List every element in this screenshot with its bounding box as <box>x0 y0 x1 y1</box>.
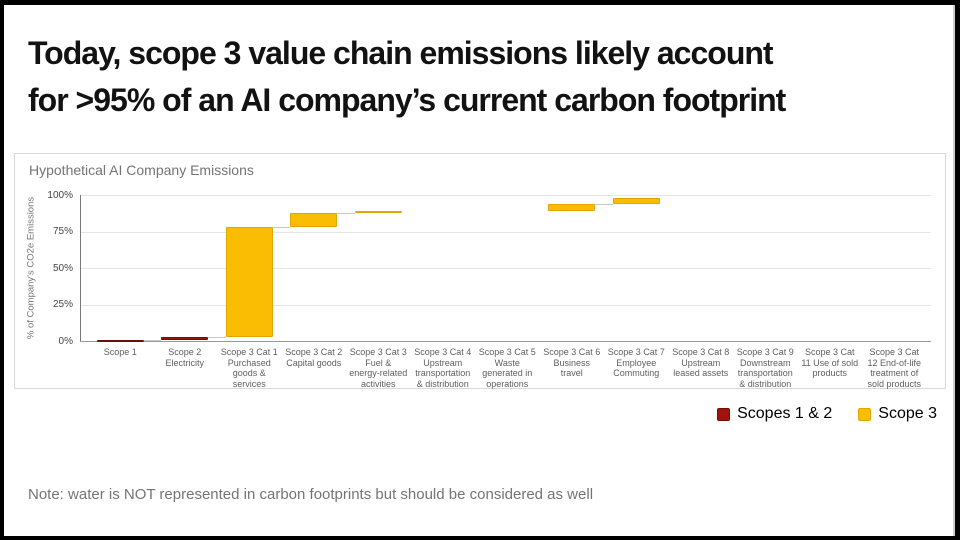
gridline <box>80 231 931 233</box>
waterfall-connector <box>143 339 162 341</box>
waterfall-connector <box>337 213 355 215</box>
y-tick-label: 50% <box>52 262 73 274</box>
waterfall-bar-1 <box>96 339 144 342</box>
x-axis-label: Scope 2 Electricity <box>165 347 204 368</box>
waterfall-connector <box>595 204 613 206</box>
y-axis-title: % of Company's CO2e Emissions <box>25 196 37 340</box>
legend-item-scope-3: Scope 3 <box>858 405 937 423</box>
slide-title-line-1: Today, scope 3 value chain emissions lik… <box>28 35 774 71</box>
x-axis-label: Scope 3 Cat 7 Employee Commuting <box>607 347 665 378</box>
waterfall-bar-2 <box>161 336 209 340</box>
gridline <box>80 195 931 196</box>
gridline <box>80 304 931 306</box>
x-axis-baseline <box>80 341 931 342</box>
slide-title-line-2: for >95% of an AI company’s current carb… <box>28 82 786 118</box>
chart-legend: Scopes 1 & 2 Scope 3 <box>717 405 937 423</box>
x-axis-label: Scope 3 Cat 1 Purchased goods & services <box>220 347 278 389</box>
x-axis-label: Scope 3 Cat 5 Waste generated in operati… <box>478 347 536 389</box>
waterfall-bar-4 <box>290 213 338 228</box>
waterfall-connector <box>272 227 291 229</box>
footnote: Note: water is NOT represented in carbon… <box>28 486 594 503</box>
waterfall-connector <box>208 336 226 338</box>
x-axis-label: Scope 3 Cat 2 Capital goods <box>285 347 343 368</box>
x-axis-label: Scope 3 Cat 12 End-of-life treatment of … <box>867 347 922 389</box>
x-axis-label: Scope 3 Cat 4 Upstream transportation & … <box>414 347 472 389</box>
x-axis-label: Scope 3 Cat 6 Business travel <box>543 347 601 378</box>
slide: Today, scope 3 value chain emissions lik… <box>4 5 955 536</box>
legend-label: Scope 3 <box>878 405 937 422</box>
slide-title: Today, scope 3 value chain emissions lik… <box>28 30 928 124</box>
gridline <box>80 268 931 269</box>
legend-item-scopes-1-2: Scopes 1 & 2 <box>717 405 832 423</box>
waterfall-bar-9 <box>612 197 660 205</box>
chart-title: Hypothetical AI Company Emissions <box>29 162 254 178</box>
x-axis-label: Scope 3 Cat 8 Upstream leased assets <box>672 347 730 378</box>
waterfall-bar-3 <box>225 227 273 337</box>
waterfall-bar-5 <box>354 211 402 214</box>
legend-label: Scopes 1 & 2 <box>737 405 833 422</box>
x-axis-label: Scope 3 Cat 11 Use of sold products <box>801 347 859 378</box>
scopes-1-2-swatch-icon <box>717 407 731 421</box>
x-axis-label: Scope 3 Cat 9 Downstream transportation … <box>736 347 794 389</box>
y-tick-label: 0% <box>58 335 73 347</box>
x-axis-label: Scope 1 <box>103 347 137 357</box>
x-axis-label: Scope 3 Cat 3 Fuel & energy-related acti… <box>349 347 408 389</box>
y-tick-label: 25% <box>52 299 73 310</box>
emissions-chart[interactable]: Hypothetical AI Company Emissions % of C… <box>14 153 946 389</box>
y-axis-line <box>80 195 81 341</box>
chart-plot: % of Company's CO2e Emissions 0% 25% 50% 75%… <box>15 154 945 389</box>
y-tick-label: 100% <box>47 189 73 201</box>
waterfall-bar-8 <box>548 204 596 212</box>
scope-3-swatch-icon <box>858 407 872 421</box>
y-tick-label: 75% <box>52 226 73 237</box>
